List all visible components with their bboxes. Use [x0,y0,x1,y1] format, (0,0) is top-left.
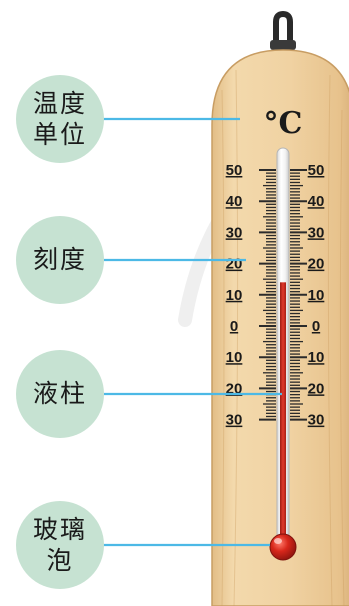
right-scale-label: 40 [308,193,325,210]
left-scale-label: 30 [226,224,243,241]
wood-grain [221,69,345,606]
right-scale-label: 50 [308,162,325,179]
left-scale-label: 0 [230,318,238,335]
callout-liquid-column: 液柱 [16,350,104,438]
leader-lines [102,117,282,547]
hanging-hook [270,10,296,50]
left-scale-label: 20 [226,256,243,273]
unit-symbol: °C [264,106,303,141]
callout-unit: 温度单位 [16,75,104,163]
liquid-column [280,282,286,545]
right-scale-label: 0 [312,318,320,335]
left-scale-label: 30 [226,412,243,429]
bulb-highlight [274,538,282,544]
right-scale-label: 10 [308,349,325,366]
right-scale-label: 20 [308,380,325,397]
left-scale-label: 50 [226,162,243,179]
callout-liquid-column-text: 液柱 [32,379,87,409]
callout-scale-text: 刻度 [32,245,87,275]
callout-scale: 刻度 [16,216,104,304]
callout-glass-bulb: 玻璃泡 [16,501,104,589]
callout-glass-bulb-text: 玻璃泡 [32,514,87,575]
glass-bulb [269,533,297,561]
scale-ticks [259,169,307,421]
left-scale-label: 10 [226,349,243,366]
left-scale-label: 40 [226,193,243,210]
right-scale-label: 10 [308,287,325,304]
left-scale-label: 10 [226,287,243,304]
right-scale-label: 30 [308,412,325,429]
callout-unit-text: 温度单位 [32,88,87,149]
right-scale-label: 20 [308,256,325,273]
right-scale-label: 30 [308,224,325,241]
